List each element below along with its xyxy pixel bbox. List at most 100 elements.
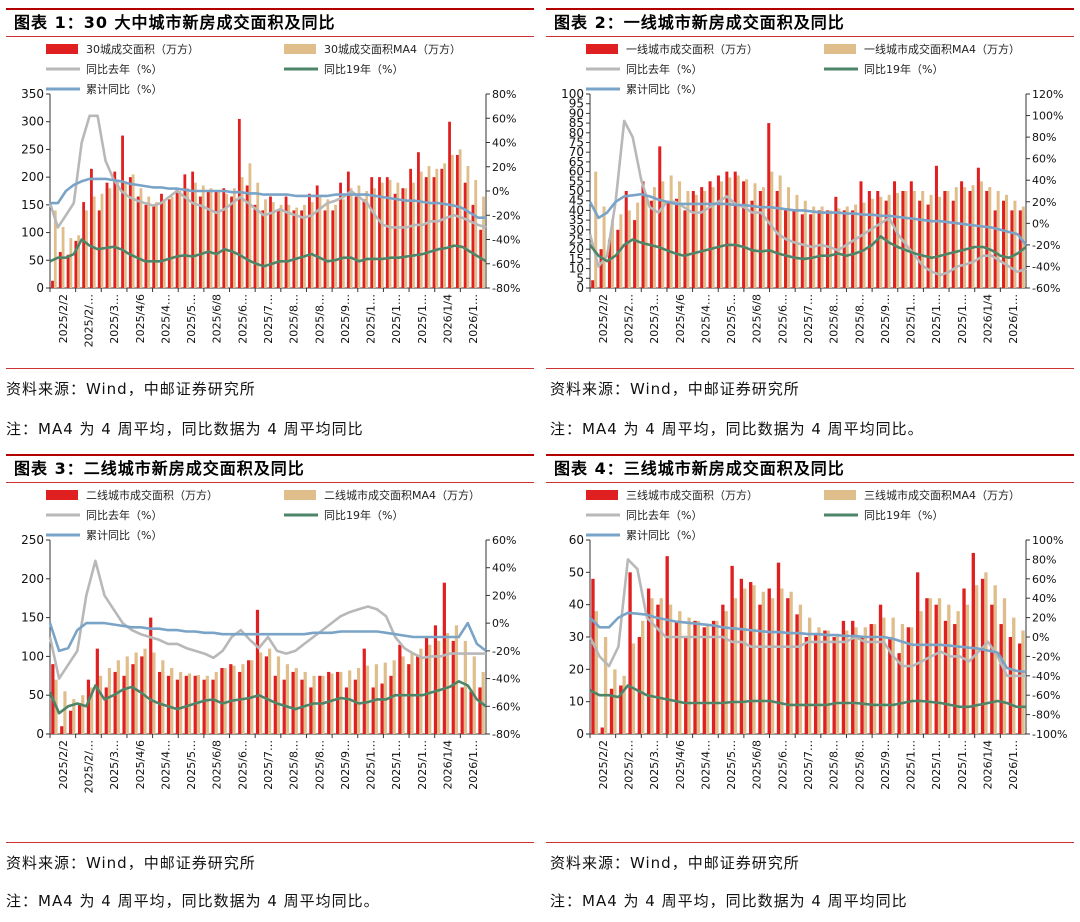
bar-ma4	[817, 627, 821, 734]
x-tick-label: 2025/8…	[288, 294, 301, 344]
x-tick-label: 2025/7…	[802, 294, 815, 344]
legend-item-bar: 三线城市成交面积（万方）	[586, 488, 758, 502]
left-tick-label: 45	[569, 194, 584, 208]
x-tick-label: 2026/1/4	[982, 294, 995, 343]
bar-area	[433, 625, 438, 734]
bar-area	[999, 624, 1003, 734]
x-tick-label: 2025/2/…	[82, 740, 95, 793]
bar-ma4	[946, 191, 950, 288]
x-tick-label: 2025/1…	[905, 740, 918, 790]
bar-ma4	[205, 675, 209, 734]
bar-ma4	[882, 617, 886, 734]
bar-area	[607, 239, 611, 288]
bar-area	[136, 196, 140, 288]
panel-title: 图表 4：三线城市新房成交面积及同比	[546, 454, 1074, 483]
legend-label: 二线城市成交面积MA4（万方）	[324, 488, 480, 502]
chart-panel-3: 二线城市成交面积（万方） 二线城市成交面积MA4（万方） 同比去年（%） 同比19年（…	[21, 488, 520, 793]
bar-ma4	[98, 675, 103, 734]
right-tick-label: -20%	[1032, 239, 1060, 252]
x-tick-label: 2025/1…	[390, 294, 403, 344]
x-tick-label: 2026/1/4	[982, 740, 995, 789]
legend-label: 同比去年（%）	[626, 62, 702, 76]
bar-area	[86, 679, 91, 734]
legend-item-cum: 累计同比（%）	[46, 529, 162, 542]
bar-area	[77, 702, 82, 734]
right-tick-label: 40%	[1032, 592, 1056, 605]
bar-ma4	[152, 652, 156, 734]
bar-ma4	[947, 604, 951, 734]
bar-area	[800, 214, 804, 288]
bar-ma4	[162, 199, 166, 288]
bar-ma4	[365, 665, 370, 734]
left-tick-label: 0	[36, 727, 44, 741]
x-tick-label: 2025/2…	[622, 740, 635, 790]
right-tick-label: 120%	[1032, 88, 1063, 101]
bar-area	[656, 604, 660, 734]
bar-ma4	[835, 633, 840, 734]
right-tick-label: 80%	[1032, 131, 1056, 144]
bar-area	[591, 578, 595, 734]
bar-ma4	[147, 196, 151, 288]
x-tick-label: 2025/2/2	[597, 294, 610, 343]
bar-ma4	[201, 185, 205, 288]
bar-ma4	[285, 664, 289, 734]
legend-label: 累计同比（%）	[626, 83, 702, 96]
bar-ma4	[268, 648, 272, 734]
bar-ma4	[356, 668, 361, 734]
x-tick-label: 2026/1…	[467, 740, 480, 790]
line-yoy_last	[588, 119, 1027, 277]
legend-item-bar: 二线城市成交面积（万方）	[46, 488, 218, 502]
bar-ma4	[828, 210, 832, 288]
x-tick-label: 2025/9…	[339, 294, 352, 344]
line-cum	[48, 621, 487, 653]
bar-ma4	[1013, 200, 1017, 288]
bar-area	[817, 210, 821, 288]
bar-ma4	[294, 668, 298, 734]
bar-ma4	[310, 202, 314, 288]
x-tick-label: 2025/1…	[365, 740, 378, 790]
bar-ma4	[326, 199, 330, 288]
x-tick-label: 2025/8…	[313, 294, 326, 344]
separator	[546, 368, 1074, 369]
bar-area	[455, 154, 459, 288]
bar-area	[776, 562, 781, 734]
note-text: 注：MA4 为 4 周平均，同比数据为 4 周平均同比	[6, 420, 364, 438]
bar-area	[442, 582, 446, 734]
left-tick-label: 350	[21, 87, 44, 101]
bar-ma4	[826, 630, 830, 734]
bar-area	[960, 181, 964, 288]
bar-ma4	[929, 194, 933, 288]
bar-area	[401, 188, 405, 288]
x-tick-label: 2025/4/6	[674, 740, 687, 789]
legend-swatch	[824, 44, 856, 54]
bar-ma4	[798, 604, 803, 734]
bar-area	[708, 181, 712, 288]
bar-area	[730, 565, 734, 734]
legend-label: 同比去年（%）	[86, 508, 162, 522]
bar-ma4	[428, 644, 432, 734]
bar-area	[264, 656, 268, 734]
panel-title: 图表 1：30 大中城市新房成交面积及同比	[6, 8, 534, 37]
bar-area	[166, 675, 171, 734]
bar-area	[619, 685, 623, 734]
bar-area	[934, 604, 938, 734]
chart-panel-4: 三线城市成交面积（万方） 三线城市成交面积MA4（万方） 同比去年（%） 同比19年（…	[569, 488, 1068, 790]
left-tick-label: 20	[569, 242, 584, 256]
bar-area	[160, 193, 163, 288]
bar-area	[953, 624, 957, 734]
left-tick-label: 40	[569, 598, 584, 612]
bar-ma4	[728, 177, 732, 288]
bar-area	[291, 671, 295, 734]
bar-area	[792, 210, 796, 288]
bar-ma4	[256, 182, 260, 288]
right-tick-label: -80%	[492, 728, 520, 741]
bar-ma4	[808, 617, 812, 734]
bar-area	[230, 196, 233, 288]
bar-area	[674, 620, 679, 734]
bar-area	[786, 598, 790, 734]
bar-ma4	[752, 585, 756, 734]
bar-area	[968, 191, 972, 288]
bar-area	[371, 687, 375, 734]
bar-ma4	[921, 191, 925, 288]
legend-item-cum: 累计同比（%）	[46, 83, 162, 96]
